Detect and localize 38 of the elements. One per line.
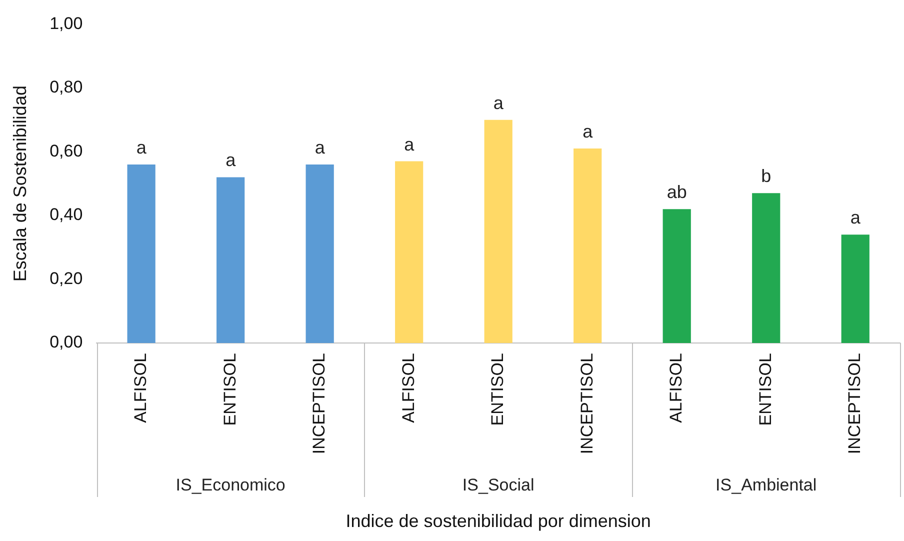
bar	[395, 161, 424, 343]
bar	[216, 177, 245, 343]
data-label: b	[761, 166, 772, 186]
x-tick-label: ALFISOL	[398, 353, 418, 423]
data-label: a	[314, 137, 326, 158]
y-tick-label: 0,40	[50, 205, 83, 224]
x-tick-label: ENTISOL	[488, 353, 508, 426]
text: IS_Ambiental	[716, 476, 817, 495]
bar	[841, 234, 870, 343]
x-tick-label: ALFISOL	[131, 353, 150, 423]
y-tick-label: 0,20	[50, 268, 83, 288]
data-label: a	[582, 122, 594, 142]
bar	[306, 164, 334, 343]
y-axis-title: Escala de Sostenibilidad	[10, 86, 30, 282]
bar	[752, 193, 780, 343]
data-label: a	[404, 134, 416, 154]
text: IS_Economico	[176, 476, 286, 495]
y-tick-label: 1,00	[50, 14, 83, 33]
bar	[662, 209, 691, 343]
y-tick-label: 0,80	[50, 78, 83, 97]
y-tick-label: 0,00	[50, 332, 83, 352]
data-label: ab	[666, 182, 687, 202]
text: IS_Social	[462, 476, 534, 495]
data-label: a	[136, 137, 148, 158]
data-label: a	[493, 92, 504, 113]
x-tick-label: INCEPTISOL	[310, 353, 329, 454]
x-tick-label: INCEPTISOL	[577, 353, 596, 454]
x-tick-label: ENTISOL	[220, 353, 240, 426]
y-tick-label: 0,60	[50, 141, 83, 160]
data-label: a	[226, 150, 237, 170]
x-tick-label: INCEPTISOL	[845, 353, 864, 454]
x-axis-title: Indice de sostenibilidad por dimension	[346, 511, 651, 532]
bar	[484, 120, 512, 343]
x-tick-label: ALFISOL	[666, 353, 686, 423]
bar	[127, 164, 156, 343]
x-tick-label: ENTISOL	[756, 353, 775, 426]
bar	[574, 148, 602, 343]
data-label: a	[850, 208, 862, 228]
